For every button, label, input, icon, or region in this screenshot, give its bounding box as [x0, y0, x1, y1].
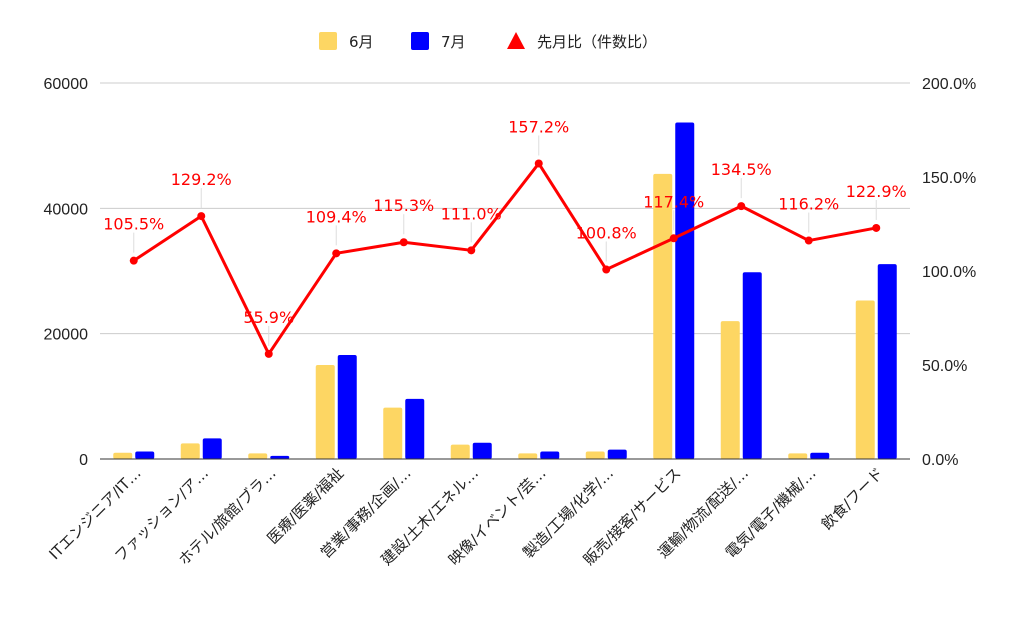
legend: 6月 7月 先月比（件数比）: [319, 32, 657, 51]
legend-label: 6月: [349, 33, 374, 51]
right-axis-ticks: 0.0% 50.0% 100.0% 150.0% 200.0%: [922, 76, 976, 469]
legend-swatch: [319, 32, 337, 50]
ratio-point: [804, 236, 813, 245]
legend-label: 先月比（件数比）: [537, 33, 657, 51]
ratio-data-label: 55.9%: [243, 308, 294, 327]
bar-july: [202, 438, 222, 459]
ratio-point: [129, 256, 138, 265]
legend-label: 7月: [441, 33, 466, 51]
ratio-point: [264, 349, 273, 358]
bar-july: [472, 442, 492, 459]
bar-july: [877, 264, 897, 459]
ratio-data-label: 111.0%: [441, 204, 502, 223]
ratio-data-label: 100.8%: [576, 223, 637, 242]
ratio-point: [669, 234, 678, 243]
bar-june: [180, 443, 200, 459]
bar-june: [248, 453, 268, 459]
ratio-data-label: 129.2%: [171, 170, 232, 189]
bar-july: [742, 272, 762, 459]
y-left-tick-label: 40000: [44, 201, 89, 218]
y-left-tick-label: 0: [79, 452, 88, 469]
bar-june: [855, 300, 875, 459]
y-right-tick-label: 50.0%: [922, 358, 967, 375]
left-axis-ticks: 0 20000 40000 60000: [44, 76, 89, 469]
bar-july: [675, 122, 695, 459]
category-label: 飲食/フード: [818, 464, 887, 533]
ratio-point: [602, 265, 611, 274]
ratio-point: [399, 238, 408, 247]
legend-swatch: [411, 32, 429, 50]
bar-july: [405, 398, 425, 459]
ratio-data-label: 109.4%: [306, 207, 367, 226]
ratio-point: [467, 246, 476, 255]
bar-june: [315, 365, 335, 459]
bars: [100, 122, 910, 460]
gridlines: [100, 82, 910, 460]
bar-june: [585, 451, 605, 459]
bar-june: [383, 407, 403, 459]
bar-june: [518, 453, 538, 459]
bar-june: [653, 173, 673, 459]
ratio-data-label: 122.9%: [846, 182, 907, 201]
y-left-tick-label: 20000: [44, 327, 89, 344]
y-right-tick-label: 100.0%: [922, 264, 976, 281]
ratio-line: 105.5% 129.2% 55.9% 109.4% 115.3% 111.0% 157.2…: [103, 117, 907, 358]
category-labels: ITエンジニア/IT…ファッション/ア…ホテル/旅館/ブラ…医療/医薬/福祉営業…: [45, 464, 887, 569]
y-right-tick-label: 200.0%: [922, 76, 976, 93]
bar-july: [810, 452, 830, 459]
y-right-tick-label: 150.0%: [922, 170, 976, 187]
bar-june: [450, 444, 470, 459]
y-left-tick-label: 60000: [44, 76, 89, 93]
ratio-line-path: [132, 161, 877, 356]
bar-july: [270, 455, 290, 459]
ratio-data-label: 105.5%: [103, 215, 164, 234]
bar-june: [788, 453, 808, 459]
bar-july: [337, 354, 357, 459]
ratio-point: [872, 223, 881, 232]
bar-june: [113, 452, 133, 459]
ratio-data-label: 157.2%: [508, 117, 569, 136]
ratio-data-label: 116.2%: [778, 195, 839, 214]
bar-july: [607, 449, 627, 459]
ratio-point: [534, 159, 543, 168]
ratio-point: [737, 202, 746, 211]
ratio-data-label: 134.5%: [711, 160, 772, 179]
ratio-data-label: 115.3%: [373, 196, 434, 215]
legend-triangle-icon: [507, 32, 525, 49]
y-right-tick-label: 0.0%: [922, 452, 958, 469]
ratio-point: [332, 249, 341, 258]
ratio-point: [197, 212, 206, 221]
bar-july: [135, 451, 155, 459]
bar-june: [720, 321, 740, 459]
bar-july: [540, 451, 560, 459]
ratio-data-label: 117.4%: [643, 192, 704, 211]
